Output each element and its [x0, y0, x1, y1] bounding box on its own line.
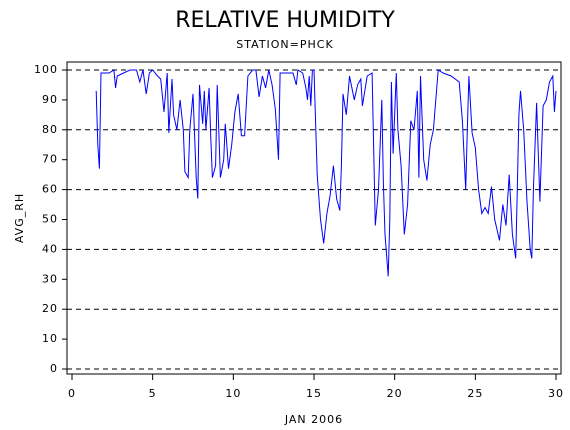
- y-tick-label: 50: [42, 213, 58, 226]
- plot-frame: [66, 61, 562, 375]
- x-tick-label: 30: [548, 387, 564, 400]
- x-tick-label: 10: [225, 387, 241, 400]
- x-tick-label: 20: [387, 387, 403, 400]
- y-axis-label: AVG_RH: [13, 193, 26, 243]
- y-tick-label: 80: [42, 123, 58, 136]
- y-tick-label: 10: [42, 332, 58, 345]
- x-tick-label: 15: [306, 387, 322, 400]
- x-tick-label: 5: [149, 387, 157, 400]
- x-tick-label: 0: [68, 387, 76, 400]
- y-tick-label: 90: [42, 93, 58, 106]
- x-tick-label: 25: [467, 387, 483, 400]
- chart-title: RELATIVE HUMIDITY: [175, 8, 395, 33]
- chart-subtitle: STATION=PHCK: [236, 38, 333, 51]
- y-tick-label: 60: [42, 183, 58, 196]
- data-line: [95, 69, 557, 277]
- y-tick-label: 30: [42, 272, 58, 285]
- y-tick-label: 70: [42, 153, 58, 166]
- y-tick-label: 20: [42, 302, 58, 315]
- y-tick-label: 100: [34, 63, 58, 76]
- y-tick-label: 0: [50, 362, 58, 375]
- x-axis-label: JAN 2006: [284, 413, 343, 426]
- y-tick-label: 40: [42, 242, 58, 255]
